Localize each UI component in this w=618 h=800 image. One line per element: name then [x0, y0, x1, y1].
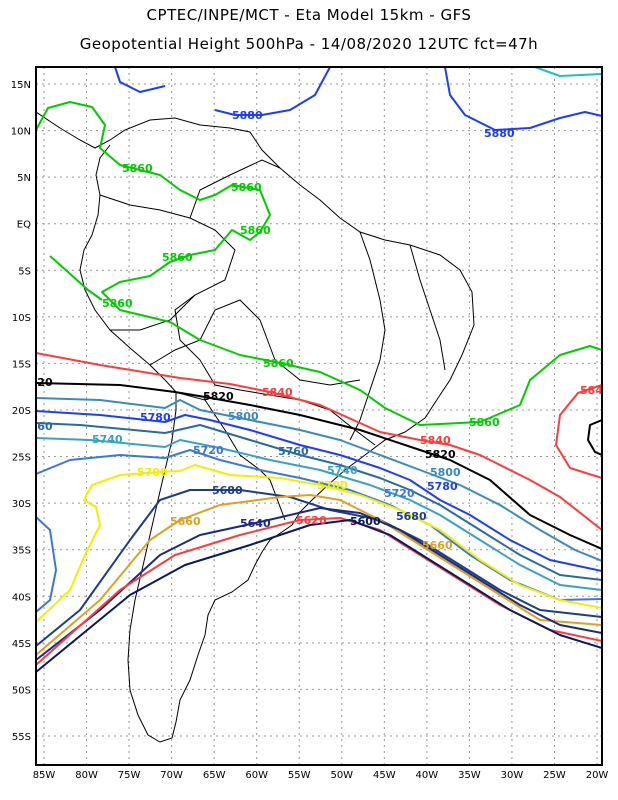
longitude-label: 30W — [501, 770, 524, 781]
contour-label-5660: 5660 — [170, 515, 201, 528]
contour-label-5780: 5780 — [427, 480, 458, 493]
longitude-label: 40W — [416, 770, 439, 781]
contour-5860 — [36, 101, 602, 426]
chart-subtitle: Geopotential Height 500hPa - 14/08/2020 … — [79, 35, 539, 53]
contour-label-5860: 5860 — [263, 357, 294, 370]
country-border — [409, 244, 446, 371]
contour-label-5860: 5860 — [102, 297, 133, 310]
longitude-label: 20W — [586, 770, 609, 781]
contour-5720 — [36, 516, 57, 613]
contour-5860 — [49, 255, 103, 301]
latitude-label: 10N — [11, 127, 31, 138]
latitude-label: 55S — [12, 732, 31, 743]
latitude-label: 5S — [18, 266, 31, 277]
longitude-label: 80W — [75, 770, 98, 781]
country-border — [349, 231, 386, 441]
latitude-label: 10S — [12, 313, 31, 324]
contour-5680 — [36, 489, 602, 647]
contour-5880 — [114, 67, 166, 93]
longitude-label: 35W — [458, 770, 481, 781]
contour-label-5680: 5680 — [396, 510, 427, 523]
contour-label-5880: 5880 — [484, 127, 515, 140]
latitude-label: 15N — [11, 80, 31, 91]
contour-label-5660: 5660 — [422, 539, 453, 552]
contour-label-5860: 5860 — [231, 181, 262, 194]
contour-label-5860: 5860 — [162, 251, 193, 264]
contour-label-5600: 5600 — [350, 515, 381, 528]
longitude-label: 60W — [245, 770, 268, 781]
contour-label-5880: 5880 — [232, 109, 263, 122]
contour-5740 — [36, 437, 602, 591]
contour-label-5860: 5860 — [240, 224, 271, 237]
contour-label-5740: 5740 — [92, 433, 123, 446]
contour-5640 — [36, 507, 602, 661]
longitude-label: 65W — [203, 770, 226, 781]
longitude-label: 70W — [160, 770, 183, 781]
contour-label-5840: 5840 — [580, 384, 611, 397]
contour-label-5620: 5620 — [296, 514, 327, 527]
latitude-label: 20S — [12, 406, 31, 417]
contour-5820 — [587, 419, 602, 456]
contour-label-5640: 5640 — [240, 517, 271, 530]
country-border — [149, 299, 361, 386]
contour-label-5780: 5780 — [140, 411, 171, 424]
contour-label-5720: 5720 — [384, 487, 415, 500]
contour-5780 — [36, 410, 602, 572]
contour-label-5800: 5800 — [430, 466, 461, 479]
latitude-label: 30S — [12, 499, 31, 510]
latitude-label: 45S — [12, 639, 31, 650]
latitude-label: 25S — [12, 453, 31, 464]
contour-label-5820: 5820 — [22, 376, 53, 389]
country-border — [174, 391, 286, 521]
map-frame — [35, 66, 603, 766]
contour-5760 — [36, 422, 602, 581]
contour-5840 — [36, 352, 602, 531]
contour-5820 — [36, 382, 602, 550]
contour-label-5860: 5860 — [122, 162, 153, 175]
contour-5900 — [534, 67, 602, 77]
axis-labels: 85W 80W 75W 70W 65W 60W 55W 50W 45W 40W 35W 30W 25W 2… — [11, 80, 609, 781]
chart-title: CPTEC/INPE/MCT - Eta Model 15km - GFS — [146, 6, 472, 24]
contour-5660 — [36, 494, 602, 656]
contour-5720 — [36, 449, 602, 601]
contour-label-5700: 5700 — [137, 466, 168, 479]
contour-label-5700: 5700 — [317, 479, 348, 492]
latitude-label: 50S — [12, 685, 31, 696]
contour-label-5740: 5740 — [327, 464, 358, 477]
longitude-label: 75W — [118, 770, 141, 781]
latitude-label: EQ — [17, 220, 31, 231]
contour-label-5760: 5760 — [22, 420, 53, 433]
country-border — [110, 294, 196, 331]
contour-label-5840: 5840 — [420, 434, 451, 447]
longitude-label: 45W — [373, 770, 396, 781]
contour-5600 — [36, 519, 602, 673]
latitude-label: 35S — [12, 546, 31, 557]
contour-label-5800: 5800 — [228, 410, 259, 423]
contour-label-5760: 5760 — [278, 445, 309, 458]
contour-5880 — [444, 67, 602, 131]
latitude-label: 40S — [12, 592, 31, 603]
latitude-label: 15S — [12, 359, 31, 370]
grid-lines — [36, 67, 602, 765]
contour-label-5680: 5680 — [212, 484, 243, 497]
contour-label-5860: 5860 — [469, 416, 500, 429]
longitude-label: 25W — [543, 770, 566, 781]
contour-label-5820: 5820 — [425, 448, 456, 461]
contour-label-5820: 5820 — [203, 390, 234, 403]
longitude-label: 50W — [330, 770, 353, 781]
contour-5840 — [555, 384, 602, 479]
longitude-label: 85W — [33, 770, 56, 781]
contour-label-5840: 5840 — [262, 386, 293, 399]
latitude-label: 5N — [17, 173, 31, 184]
contour-5800 — [36, 397, 602, 562]
longitude-label: 55W — [288, 770, 311, 781]
contour-label-5720: 5720 — [193, 444, 224, 457]
contour-5700 — [36, 464, 602, 623]
contour-5880 — [214, 67, 331, 116]
